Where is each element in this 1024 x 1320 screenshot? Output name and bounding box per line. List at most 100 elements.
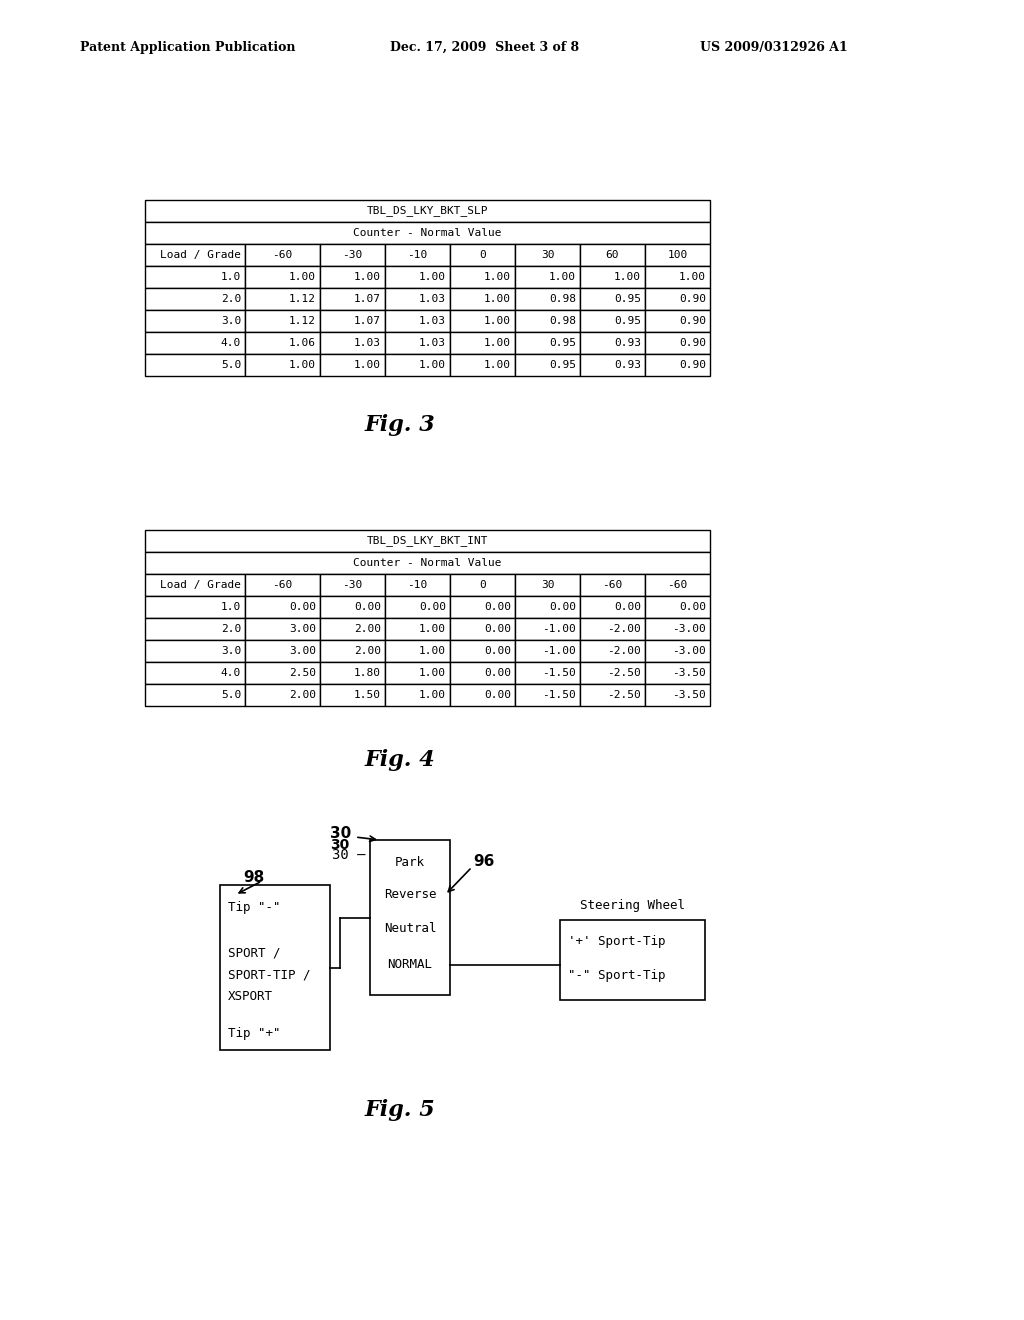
Bar <box>319 640 385 663</box>
Text: 2.00: 2.00 <box>289 690 316 700</box>
Bar <box>515 684 580 706</box>
Bar <box>220 884 330 1049</box>
Text: 0.98: 0.98 <box>549 294 575 304</box>
Bar <box>319 684 385 706</box>
Bar <box>385 618 450 640</box>
Text: Neutral: Neutral <box>384 921 436 935</box>
Bar <box>245 354 319 376</box>
Text: -2.00: -2.00 <box>607 645 641 656</box>
Text: 0.95: 0.95 <box>549 360 575 370</box>
Bar <box>580 640 645 663</box>
Text: 1.12: 1.12 <box>289 294 316 304</box>
Bar <box>450 354 515 376</box>
Text: 1.00: 1.00 <box>419 668 446 678</box>
Bar <box>319 267 385 288</box>
Text: 1.00: 1.00 <box>484 294 511 304</box>
Text: 1.00: 1.00 <box>419 272 446 282</box>
Text: 1.12: 1.12 <box>289 315 316 326</box>
Text: 30: 30 <box>330 825 351 841</box>
Text: 0.90: 0.90 <box>679 315 706 326</box>
Text: 0.98: 0.98 <box>549 315 575 326</box>
Bar <box>145 288 245 310</box>
Text: Counter - Normal Value: Counter - Normal Value <box>353 228 502 238</box>
Bar <box>645 267 710 288</box>
Text: 1.00: 1.00 <box>484 360 511 370</box>
Bar <box>580 684 645 706</box>
Text: 2.50: 2.50 <box>289 668 316 678</box>
Text: 2.0: 2.0 <box>221 294 241 304</box>
Text: -30: -30 <box>342 579 362 590</box>
Text: -10: -10 <box>408 249 428 260</box>
Bar <box>645 640 710 663</box>
Bar <box>645 310 710 333</box>
Bar <box>385 244 450 267</box>
Bar <box>319 333 385 354</box>
Bar <box>515 618 580 640</box>
Text: 1.03: 1.03 <box>354 338 381 348</box>
Text: 5.0: 5.0 <box>221 690 241 700</box>
Text: 1.00: 1.00 <box>614 272 641 282</box>
Bar <box>580 597 645 618</box>
Text: -1.50: -1.50 <box>543 668 575 678</box>
Bar <box>645 574 710 597</box>
Text: 1.00: 1.00 <box>419 624 446 634</box>
Bar <box>145 531 710 552</box>
Text: SPORT /: SPORT / <box>228 946 281 960</box>
Text: 3.00: 3.00 <box>289 645 316 656</box>
Text: 0.90: 0.90 <box>679 360 706 370</box>
Text: -60: -60 <box>272 579 293 590</box>
Bar <box>580 663 645 684</box>
Bar <box>145 552 710 574</box>
Bar <box>145 663 245 684</box>
Text: TBL_DS_LKY_BKT_INT: TBL_DS_LKY_BKT_INT <box>367 536 488 546</box>
Bar <box>450 663 515 684</box>
Text: 0.00: 0.00 <box>484 645 511 656</box>
Text: 3.0: 3.0 <box>221 645 241 656</box>
Text: 1.00: 1.00 <box>679 272 706 282</box>
Bar <box>580 333 645 354</box>
Text: 30: 30 <box>541 249 554 260</box>
Bar <box>645 288 710 310</box>
Text: Tip "+": Tip "+" <box>228 1027 281 1040</box>
Bar <box>450 597 515 618</box>
Bar <box>145 640 245 663</box>
Text: 1.0: 1.0 <box>221 272 241 282</box>
Bar <box>145 222 710 244</box>
Bar <box>145 244 245 267</box>
Text: 5.0: 5.0 <box>221 360 241 370</box>
Bar <box>515 333 580 354</box>
Bar <box>319 574 385 597</box>
Bar <box>319 597 385 618</box>
Text: -3.50: -3.50 <box>672 690 706 700</box>
Text: 3.0: 3.0 <box>221 315 241 326</box>
Text: 0.93: 0.93 <box>614 338 641 348</box>
Text: 1.06: 1.06 <box>289 338 316 348</box>
Bar <box>645 244 710 267</box>
Text: -60: -60 <box>272 249 293 260</box>
Bar <box>145 618 245 640</box>
Text: 4.0: 4.0 <box>221 338 241 348</box>
Text: 1.50: 1.50 <box>354 690 381 700</box>
Bar <box>385 288 450 310</box>
Bar <box>245 574 319 597</box>
Text: Fig. 5: Fig. 5 <box>365 1100 435 1121</box>
Bar <box>450 640 515 663</box>
Text: -1.00: -1.00 <box>543 624 575 634</box>
Text: 0.00: 0.00 <box>484 602 511 612</box>
Text: -60: -60 <box>602 579 623 590</box>
Text: 2.00: 2.00 <box>354 624 381 634</box>
Bar <box>145 201 710 222</box>
Bar <box>319 244 385 267</box>
Text: Fig. 3: Fig. 3 <box>365 414 435 436</box>
Bar <box>450 310 515 333</box>
Text: 0.95: 0.95 <box>614 315 641 326</box>
Text: 1.07: 1.07 <box>354 315 381 326</box>
Bar <box>145 310 245 333</box>
Text: 0.00: 0.00 <box>484 690 511 700</box>
Bar <box>145 354 245 376</box>
Bar <box>319 288 385 310</box>
Text: 1.00: 1.00 <box>354 272 381 282</box>
Bar <box>370 840 450 995</box>
Bar <box>385 267 450 288</box>
Text: -3.00: -3.00 <box>672 645 706 656</box>
